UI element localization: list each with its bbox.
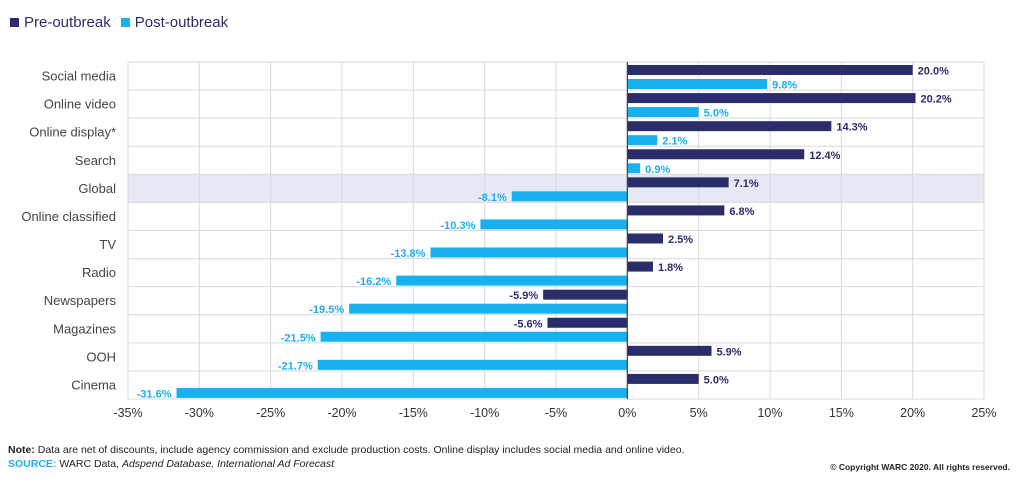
category-label: TV [99,237,116,252]
x-tick-label: 5% [690,406,708,420]
category-label: Search [75,153,116,168]
data-label: -21.5% [281,332,316,344]
bar-pre-outbreak [543,289,628,300]
data-label: -5.9% [509,290,538,302]
copyright: © Copyright WARC 2020. All rights reserv… [830,462,1010,472]
bar-pre-outbreak [627,65,913,75]
bar-pre-outbreak [627,345,712,356]
data-label: -5.6% [514,318,543,330]
bar-pre-outbreak [627,177,729,188]
bar-post-outbreak [430,247,628,258]
x-tick-label: -25% [256,406,285,420]
data-label: 0.9% [645,164,670,176]
x-tick-label: -10% [470,406,499,420]
legend: Pre-outbreak Post-outbreak [10,14,228,31]
source-label: SOURCE: [8,458,57,470]
bar-post-outbreak [349,303,628,314]
data-label: -31.6% [137,388,172,400]
bar-pre-outbreak [627,93,916,104]
data-label: 5.0% [704,108,729,120]
bar-post-outbreak [176,387,628,398]
data-label: 12.4% [809,150,840,162]
bar-post-outbreak [627,79,768,89]
data-label: 7.1% [734,178,759,190]
data-label: -13.8% [391,248,426,260]
data-label: 14.3% [836,122,867,134]
category-label: Cinema [71,377,117,392]
x-tick-label: -15% [399,406,428,420]
bar-pre-outbreak [627,373,699,384]
bar-pre-outbreak [627,121,832,132]
data-label: 20.0% [918,66,949,78]
data-label: -21.7% [278,360,313,372]
x-tick-label: 10% [757,406,782,420]
bar-post-outbreak [627,163,641,174]
x-tick-label: 25% [971,406,996,420]
bar-pre-outbreak [627,233,663,244]
footnote: Note: Data are net of discounts, include… [8,444,684,456]
category-label: Social media [42,69,117,84]
bar-post-outbreak [320,331,628,342]
legend-label-pre: Pre-outbreak [24,14,111,31]
data-label: -8.1% [478,192,507,204]
bar-post-outbreak [396,275,628,286]
legend-item-pre: Pre-outbreak [10,14,111,31]
bar-chart: -35% -30% -25% -20% -15% -10% -5% 0% 5% 10% 15% 20%… [21,61,997,420]
bar-post-outbreak [511,191,628,202]
legend-item-post: Post-outbreak [120,14,229,31]
x-tick-label: -35% [113,406,142,420]
x-tick-label: 15% [829,406,854,420]
note-label: Note: [8,444,35,456]
source-italic: Adspend Database, International Ad Forec… [121,458,335,470]
data-label: -10.3% [441,220,476,232]
bar-pre-outbreak [627,261,654,272]
data-label: 20.2% [921,94,952,106]
legend-swatch-post [120,18,130,27]
category-label: Online display* [29,125,116,140]
bar-post-outbreak [317,359,628,370]
category-label: Global [78,181,116,196]
data-label: -19.5% [309,304,344,316]
legend-swatch-pre [10,18,19,27]
category-label: OOH [86,349,116,364]
source-plain: WARC Data, [56,458,122,470]
x-tick-label: -30% [185,406,214,420]
category-label: Radio [82,265,116,280]
x-tick-label: -20% [327,406,356,420]
source-line: SOURCE: WARC Data, Adspend Database, Int… [8,458,334,470]
category-label: Online classified [21,209,116,224]
bar-pre-outbreak [627,149,805,160]
note-text: Data are net of discounts, include agenc… [34,444,685,456]
x-tick-label: 20% [900,406,925,420]
category-label: Newspapers [44,293,117,308]
data-label: 9.8% [772,80,797,92]
data-label: 2.5% [668,234,693,246]
bar-pre-outbreak [627,205,725,216]
data-label: 1.8% [658,262,683,274]
bar-post-outbreak [480,219,628,230]
data-label: 5.0% [704,374,729,386]
x-tick-label: 0% [618,406,636,420]
bar-post-outbreak [627,107,699,118]
category-label: Magazines [53,321,116,336]
legend-label-post: Post-outbreak [134,14,229,31]
data-label: 2.1% [662,136,687,148]
x-tick-label: -5% [545,406,567,420]
bar-post-outbreak [627,135,658,146]
category-label: Online video [44,97,116,112]
data-label: -16.2% [356,276,391,288]
bar-pre-outbreak [547,317,628,328]
data-label: 6.8% [729,206,754,218]
data-label: 5.9% [717,346,742,358]
